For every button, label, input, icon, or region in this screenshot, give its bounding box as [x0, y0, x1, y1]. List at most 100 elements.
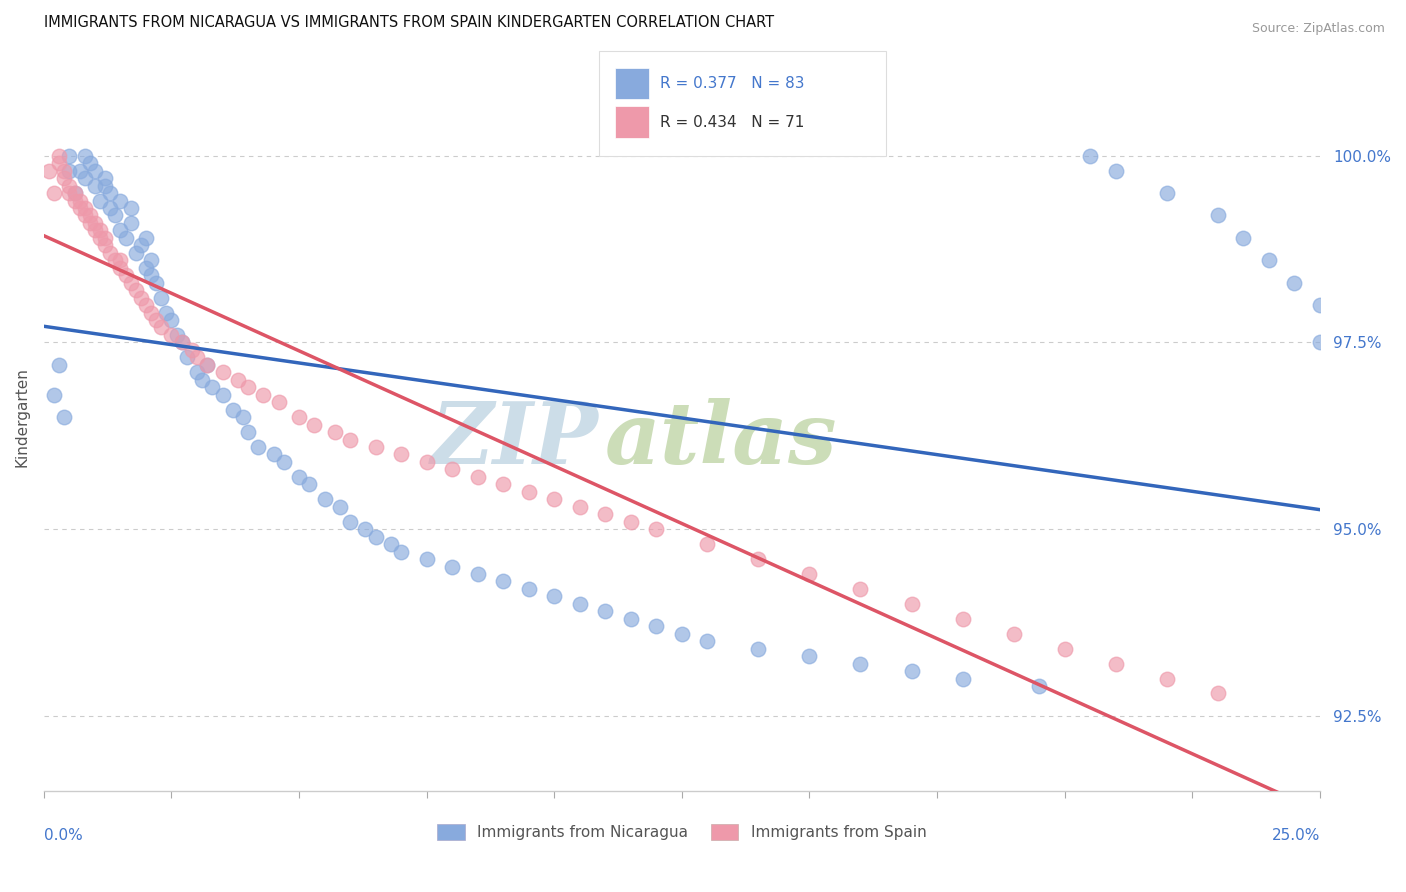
Point — [48, 358, 70, 372]
Point — [543, 590, 565, 604]
Point — [69, 163, 91, 178]
Point — [747, 552, 769, 566]
Point — [139, 268, 162, 283]
Point — [58, 186, 80, 200]
Point — [415, 552, 437, 566]
Point — [267, 395, 290, 409]
Point — [94, 231, 117, 245]
Point — [94, 171, 117, 186]
Point — [79, 209, 101, 223]
Point — [186, 351, 208, 365]
Point — [645, 522, 668, 536]
Point — [441, 559, 464, 574]
Point — [63, 194, 86, 208]
Point — [696, 634, 718, 648]
Point — [42, 388, 65, 402]
Point — [120, 276, 142, 290]
Point — [380, 537, 402, 551]
Point — [568, 500, 591, 514]
Point — [415, 455, 437, 469]
Point — [53, 171, 76, 186]
Point — [180, 343, 202, 357]
Point — [84, 163, 107, 178]
Point — [799, 649, 821, 664]
Point — [170, 335, 193, 350]
Point — [492, 574, 515, 589]
Point — [364, 530, 387, 544]
Point — [79, 156, 101, 170]
Point — [69, 194, 91, 208]
Point — [1053, 641, 1076, 656]
Point — [170, 335, 193, 350]
Text: Source: ZipAtlas.com: Source: ZipAtlas.com — [1251, 22, 1385, 36]
Point — [114, 231, 136, 245]
Point — [195, 358, 218, 372]
Point — [900, 597, 922, 611]
Point — [160, 313, 183, 327]
Y-axis label: Kindergarten: Kindergarten — [15, 368, 30, 467]
Point — [1232, 231, 1254, 245]
Point — [211, 365, 233, 379]
FancyBboxPatch shape — [599, 51, 886, 156]
Point — [125, 283, 148, 297]
Point — [84, 216, 107, 230]
Point — [139, 305, 162, 319]
Point — [110, 253, 132, 268]
Point — [135, 260, 157, 275]
Point — [94, 178, 117, 193]
FancyBboxPatch shape — [616, 106, 648, 137]
Point — [1309, 335, 1331, 350]
Point — [58, 163, 80, 178]
Point — [73, 171, 96, 186]
Point — [160, 328, 183, 343]
Point — [226, 373, 249, 387]
Point — [389, 544, 412, 558]
Point — [53, 163, 76, 178]
Point — [671, 626, 693, 640]
Point — [645, 619, 668, 633]
Point — [89, 223, 111, 237]
Text: ZIP: ZIP — [432, 398, 599, 482]
Point — [150, 291, 173, 305]
Point — [364, 440, 387, 454]
Point — [1206, 686, 1229, 700]
Point — [145, 313, 167, 327]
Point — [252, 388, 274, 402]
Text: IMMIGRANTS FROM NICARAGUA VS IMMIGRANTS FROM SPAIN KINDERGARTEN CORRELATION CHAR: IMMIGRANTS FROM NICARAGUA VS IMMIGRANTS … — [44, 15, 775, 30]
Point — [236, 380, 259, 394]
Point — [58, 149, 80, 163]
Point — [84, 223, 107, 237]
Point — [110, 223, 132, 237]
Point — [48, 149, 70, 163]
Text: 25.0%: 25.0% — [1271, 828, 1320, 843]
Point — [150, 320, 173, 334]
Legend: Immigrants from Nicaragua, Immigrants from Spain: Immigrants from Nicaragua, Immigrants fr… — [432, 818, 932, 847]
Point — [94, 238, 117, 252]
Point — [176, 351, 198, 365]
Point — [195, 358, 218, 372]
Point — [467, 470, 489, 484]
FancyBboxPatch shape — [616, 68, 648, 99]
Point — [79, 216, 101, 230]
Point — [98, 186, 121, 200]
Point — [63, 186, 86, 200]
Point — [441, 462, 464, 476]
Point — [114, 268, 136, 283]
Text: R = 0.377   N = 83: R = 0.377 N = 83 — [661, 76, 804, 91]
Point — [247, 440, 270, 454]
Point — [53, 410, 76, 425]
Point — [298, 477, 321, 491]
Point — [620, 515, 643, 529]
Point — [69, 201, 91, 215]
Point — [1028, 679, 1050, 693]
Point — [1284, 276, 1306, 290]
Point — [120, 201, 142, 215]
Point — [492, 477, 515, 491]
Point — [38, 163, 60, 178]
Point — [467, 566, 489, 581]
Point — [389, 447, 412, 461]
Point — [288, 470, 311, 484]
Point — [339, 433, 361, 447]
Point — [1156, 186, 1178, 200]
Text: R = 0.434   N = 71: R = 0.434 N = 71 — [661, 114, 804, 129]
